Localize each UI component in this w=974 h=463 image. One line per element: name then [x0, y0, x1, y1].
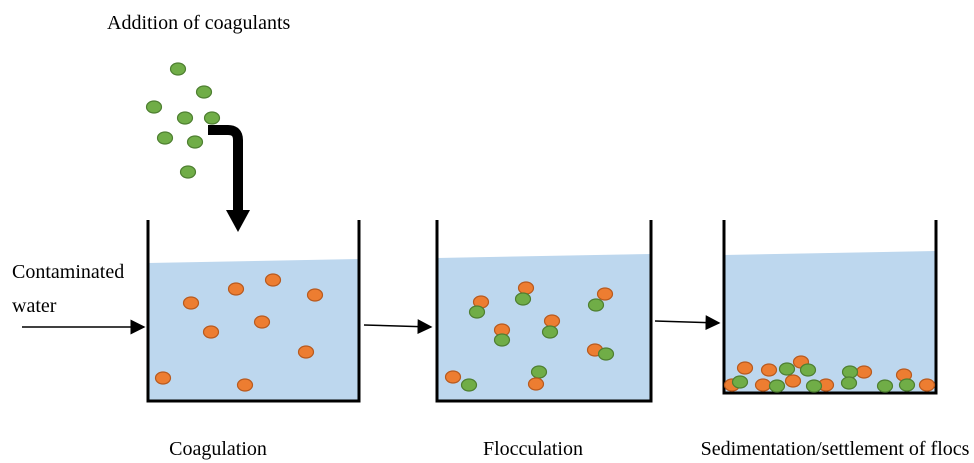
dosing-arrow — [208, 130, 238, 212]
stage-label: Flocculation — [483, 438, 583, 460]
tank — [437, 220, 651, 401]
tank — [148, 220, 359, 401]
inlet-label: Contaminated — [12, 261, 124, 283]
flow-arrow — [655, 321, 719, 323]
diagram: Addition of coagulants Contaminated wate… — [0, 0, 974, 463]
dosing-arrowhead — [226, 210, 250, 232]
stage-label: Coagulation — [169, 438, 267, 460]
stage-label: Sedimentation/settlement of flocs — [701, 438, 970, 460]
inlet-label: water — [12, 295, 57, 317]
coagulant-particles — [147, 63, 220, 178]
title: Addition of coagulants — [107, 12, 291, 34]
tank — [724, 220, 936, 393]
flow-arrow — [364, 325, 431, 327]
